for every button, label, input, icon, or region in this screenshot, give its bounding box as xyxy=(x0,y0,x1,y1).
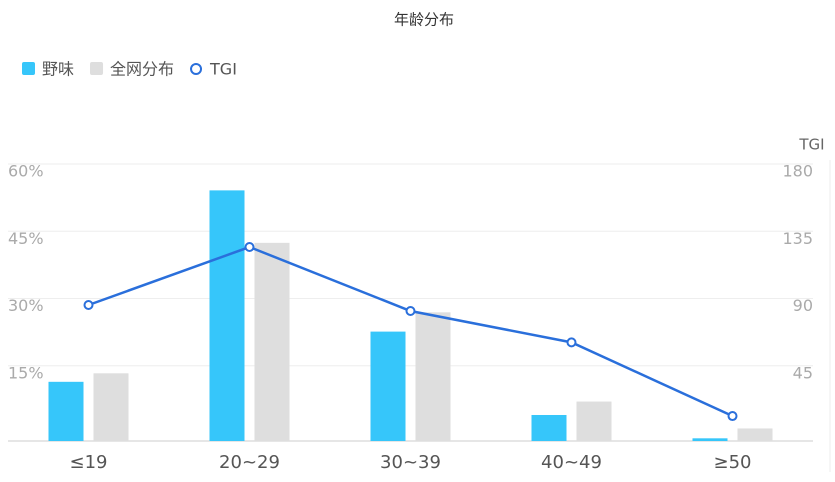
bar xyxy=(93,373,129,441)
line-point xyxy=(405,305,416,316)
legend-marker xyxy=(22,62,35,75)
x-tick-label: 40~49 xyxy=(541,452,602,473)
y2-tick-label: 45 xyxy=(793,363,813,382)
y-tick-label: 45% xyxy=(8,229,44,248)
y-tick-label: 60% xyxy=(8,162,44,181)
bar xyxy=(576,401,612,441)
y2-tick-label: 180 xyxy=(782,162,813,181)
x-tick-label: 20~29 xyxy=(219,452,280,473)
bar xyxy=(370,331,406,441)
x-tick-label: ≤19 xyxy=(70,452,108,473)
line-point xyxy=(244,242,255,253)
line-point xyxy=(727,411,738,422)
bar xyxy=(209,190,245,441)
legend-label: 全网分布 xyxy=(110,60,174,79)
bar xyxy=(48,381,84,441)
legend-marker xyxy=(190,63,203,75)
legend-marker xyxy=(90,62,104,75)
bar xyxy=(415,312,451,441)
bar xyxy=(531,414,567,441)
line xyxy=(88,245,734,418)
legend-label: TGI xyxy=(209,60,237,79)
x-tick-label: ≥50 xyxy=(714,452,752,473)
bar xyxy=(737,428,773,441)
line-point xyxy=(83,300,94,311)
bar xyxy=(692,438,728,441)
y-tick-label: 30% xyxy=(8,296,44,315)
line-point xyxy=(566,337,577,348)
y2-axis-label: TGI xyxy=(798,136,824,154)
chart-title: 年龄分布 xyxy=(394,11,454,29)
bar xyxy=(254,242,290,441)
x-tick-label: 30~39 xyxy=(380,452,441,473)
y-tick-label: 15% xyxy=(8,363,44,382)
y2-tick-label: 135 xyxy=(782,229,813,248)
y2-tick-label: 90 xyxy=(793,296,813,315)
legend-label: 野味 xyxy=(42,60,74,79)
